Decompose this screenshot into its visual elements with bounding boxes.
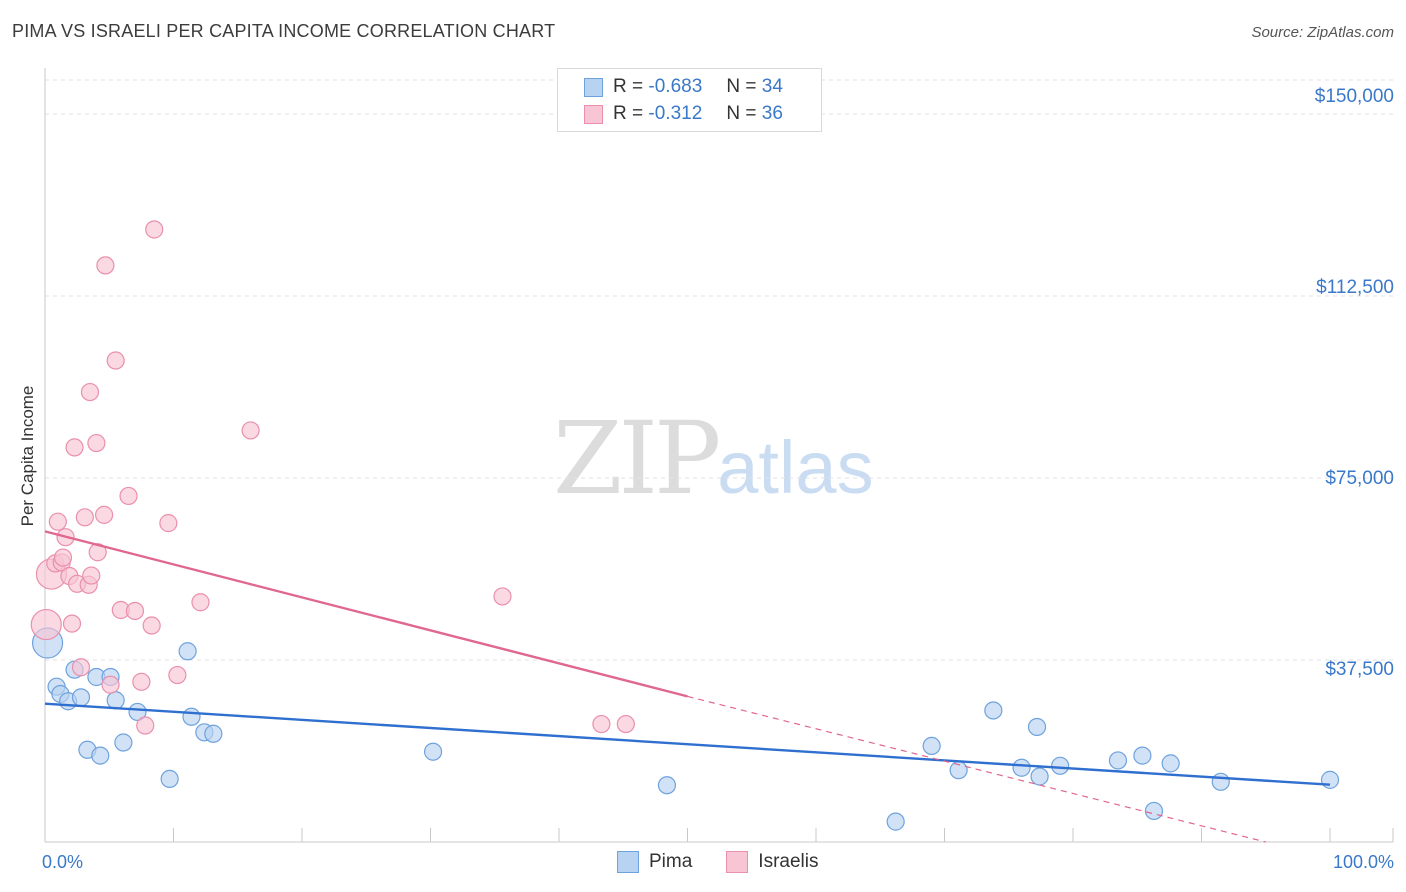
pima-point bbox=[886, 812, 905, 831]
r-label: R = bbox=[613, 103, 644, 124]
legend-row-israelis: R = -0.312 N = 36 bbox=[584, 102, 783, 126]
chart-title: PIMA VS ISRAELI PER CAPITA INCOME CORREL… bbox=[12, 21, 556, 41]
israeli-point bbox=[241, 421, 260, 440]
pima-point bbox=[1133, 746, 1152, 765]
israeli-point bbox=[145, 220, 164, 239]
israeli-point bbox=[82, 566, 101, 585]
israeli-point bbox=[119, 486, 138, 506]
israeli-point bbox=[132, 672, 151, 691]
source-label: Source: ZipAtlas.com bbox=[1251, 24, 1394, 41]
n-value: 36 bbox=[761, 103, 783, 124]
pima-point bbox=[657, 776, 677, 795]
israeli-point bbox=[101, 675, 120, 694]
israeli-point bbox=[136, 716, 155, 735]
x-tick-label-max: 100.0% bbox=[1332, 852, 1394, 872]
israeli-point bbox=[616, 714, 635, 734]
series-legend: Pima Israelis bbox=[617, 851, 852, 873]
y-tick-label: $150,000 bbox=[1314, 86, 1394, 107]
stats-legend: R = -0.683 N = 34 R = -0.312 N = 36 bbox=[557, 68, 822, 132]
israeli-point bbox=[30, 608, 62, 641]
israeli-point bbox=[493, 587, 512, 606]
israeli-trend-line bbox=[44, 530, 688, 698]
pima-point bbox=[1030, 767, 1049, 786]
y-tick-label: $75,000 bbox=[1325, 468, 1394, 489]
pima-swatch bbox=[617, 851, 639, 873]
watermark-zip: ZIP bbox=[553, 400, 721, 517]
legend-row-pima: R = -0.683 N = 34 bbox=[584, 75, 783, 99]
israeli-point bbox=[75, 508, 94, 527]
israeli-point bbox=[106, 351, 125, 370]
israeli-point bbox=[142, 616, 161, 635]
legend-item-israelis: Israelis bbox=[726, 851, 818, 873]
pima-point bbox=[178, 642, 197, 661]
israeli-point bbox=[125, 601, 145, 621]
pima-point bbox=[204, 724, 223, 743]
legend-label-pima: Pima bbox=[649, 851, 693, 872]
r-value: -0.683 bbox=[648, 76, 703, 97]
r-value: -0.312 bbox=[648, 103, 703, 124]
israeli-point bbox=[48, 512, 67, 531]
israeli-swatch bbox=[584, 104, 603, 124]
israeli-point bbox=[80, 382, 100, 402]
pima-point bbox=[91, 746, 110, 765]
pima-point bbox=[1051, 756, 1070, 775]
pima-point bbox=[1144, 801, 1164, 821]
pima-point bbox=[984, 701, 1003, 720]
pima-point bbox=[423, 742, 443, 761]
pima-point bbox=[106, 691, 125, 710]
pima-point bbox=[922, 736, 941, 756]
israeli-point bbox=[53, 548, 73, 567]
israeli-point bbox=[95, 505, 114, 524]
pima-swatch bbox=[584, 77, 603, 97]
pima-point bbox=[114, 733, 133, 752]
n-label: N = bbox=[726, 103, 757, 124]
n-label: N = bbox=[726, 76, 757, 97]
israeli-point bbox=[168, 665, 187, 685]
pima-point bbox=[1027, 717, 1047, 737]
y-tick-label: $112,500 bbox=[1316, 277, 1394, 298]
legend-label-israelis: Israelis bbox=[758, 851, 819, 872]
watermark: ZIPatlas bbox=[553, 400, 874, 517]
pima-point bbox=[128, 702, 147, 722]
pima-point bbox=[1161, 754, 1180, 773]
israeli-point bbox=[62, 614, 82, 633]
pima-point bbox=[1012, 758, 1031, 777]
watermark-atlas: atlas bbox=[717, 426, 874, 509]
y-axis-label: Per Capita Income bbox=[18, 385, 37, 527]
pima-point bbox=[1320, 770, 1340, 789]
israeli-point bbox=[159, 514, 178, 533]
y-tick-label: $37,500 bbox=[1325, 659, 1394, 680]
pima-point bbox=[1211, 772, 1230, 791]
n-value: 34 bbox=[761, 76, 783, 97]
israeli-point bbox=[71, 658, 91, 677]
pima-trend-line bbox=[44, 702, 1331, 786]
x-tick-label-min: 0.0% bbox=[42, 852, 84, 872]
r-label: R = bbox=[613, 76, 644, 97]
israeli-point bbox=[65, 438, 84, 457]
pima-point bbox=[1108, 751, 1128, 770]
pima-point bbox=[71, 688, 91, 707]
israeli-swatch bbox=[726, 851, 749, 873]
legend-item-pima: Pima bbox=[617, 851, 692, 873]
pima-point bbox=[182, 707, 201, 726]
israeli-trend-extension bbox=[687, 695, 1266, 843]
pima-point bbox=[160, 769, 179, 789]
israeli-point bbox=[96, 256, 115, 275]
israeli-point bbox=[191, 593, 210, 612]
israeli-point bbox=[87, 433, 106, 453]
israeli-point bbox=[592, 714, 611, 734]
